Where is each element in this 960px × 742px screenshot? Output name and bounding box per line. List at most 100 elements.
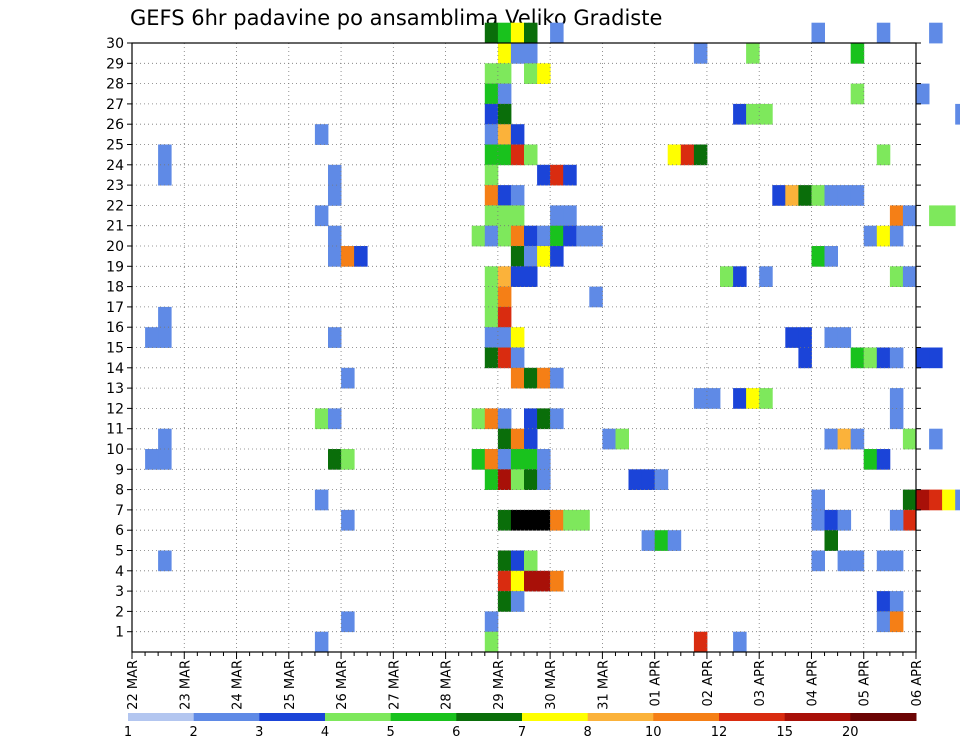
heatmap-cell: [497, 83, 512, 105]
heatmap-cell: [537, 408, 551, 430]
heatmap-cell: [850, 550, 865, 572]
heatmap-cell: [602, 428, 616, 450]
heatmap-cell: [510, 509, 525, 531]
heatmap-cell: [902, 205, 917, 227]
heatmap-cell: [667, 530, 682, 551]
heatmap-cell: [524, 428, 538, 450]
heatmap-cell: [759, 103, 773, 125]
heatmap-cell: [837, 550, 852, 572]
colorbar-segment: [587, 713, 654, 721]
heatmap-cell: [850, 428, 865, 450]
heatmap-cell: [497, 550, 512, 572]
heatmap-cell: [328, 185, 342, 206]
x-tick-label: 27 MAR: [387, 660, 402, 710]
heatmap-cell: [916, 489, 930, 511]
heatmap-cell: [902, 489, 917, 511]
colorbar-label: 20: [842, 725, 859, 740]
colorbar-segment: [522, 713, 589, 721]
heatmap-cell: [654, 469, 669, 490]
heatmap-cell: [850, 347, 865, 369]
colorbar-label: 4: [321, 725, 329, 740]
heatmap-cell: [471, 449, 486, 470]
heatmap-cell: [484, 327, 499, 348]
heatmap-cell: [341, 246, 355, 267]
heatmap-cell: [889, 408, 904, 430]
heatmap-cell: [497, 286, 512, 308]
x-tick-label: 02 APR: [701, 660, 716, 706]
heatmap-cell: [537, 449, 551, 470]
heatmap-cell: [484, 22, 499, 44]
heatmap-cell: [497, 205, 512, 227]
heatmap-cell: [510, 327, 525, 348]
heatmap-cell: [537, 164, 551, 186]
colorbar-segment: [719, 713, 786, 721]
heatmap-cell: [510, 347, 525, 369]
heatmap-cell: [563, 225, 577, 247]
heatmap-cell: [314, 408, 329, 430]
heatmap-cell: [550, 408, 564, 430]
heatmap-cell: [889, 266, 904, 287]
heatmap-cell: [693, 388, 708, 409]
heatmap-cell: [510, 550, 525, 572]
heatmap-cell: [955, 489, 960, 511]
heatmap-cell: [876, 225, 891, 247]
colorbar-segment: [653, 713, 720, 721]
heatmap-cell: [145, 449, 159, 470]
colorbar-label: 3: [255, 725, 263, 740]
heatmap-cell: [497, 428, 512, 450]
heatmap-cell: [929, 347, 943, 369]
y-tick-label: 29: [106, 56, 124, 72]
heatmap-cell: [537, 570, 551, 592]
heatmap-cell: [341, 367, 355, 389]
heatmap-cell: [484, 469, 499, 490]
heatmap-cell: [824, 428, 838, 450]
heatmap-cell: [484, 408, 499, 430]
heatmap-cell: [328, 225, 342, 247]
heatmap-cell: [354, 246, 368, 267]
x-tick-label: 30 MAR: [544, 660, 559, 710]
y-tick-label: 23: [106, 178, 124, 194]
heatmap-cell: [537, 63, 551, 84]
x-tick-label: 01 APR: [649, 660, 664, 706]
heatmap-cell: [484, 631, 499, 653]
heatmap-cell: [563, 205, 577, 227]
heatmap-cell: [158, 306, 172, 328]
y-tick-label: 19: [106, 259, 124, 275]
heatmap-cell: [889, 591, 904, 612]
heatmap-cell: [510, 449, 525, 470]
y-tick-label: 16: [106, 320, 124, 336]
heatmap-cell: [576, 509, 590, 531]
y-tick-label: 28: [106, 77, 124, 93]
chart-title: GEFS 6hr padavine po ansamblima Veliko G…: [130, 6, 663, 30]
heatmap-cell: [720, 266, 734, 287]
colorbar-label: 2: [190, 725, 198, 740]
x-tick-label: 26 MAR: [335, 660, 350, 710]
heatmap-cell: [497, 327, 512, 348]
heatmap-cell: [693, 144, 708, 166]
heatmap-cell: [876, 347, 891, 369]
heatmap-cell: [497, 591, 512, 612]
heatmap-cell: [497, 103, 512, 125]
heatmap-cell: [837, 185, 852, 206]
heatmap-cell: [328, 408, 342, 430]
heatmap-cell: [497, 306, 512, 328]
y-tick-label: 30: [106, 36, 124, 52]
heatmap-cell: [785, 327, 799, 348]
heatmap-cell: [524, 550, 538, 572]
heatmap-cell: [876, 550, 891, 572]
heatmap-cell: [537, 246, 551, 267]
colorbar-label: 15: [776, 725, 793, 740]
colorbar-label: 10: [645, 725, 662, 740]
heatmap-cell: [524, 266, 538, 287]
heatmap-cell: [850, 83, 865, 105]
heatmap-cell: [510, 246, 525, 267]
heatmap-cell: [863, 449, 878, 470]
heatmap-cell: [693, 43, 708, 64]
heatmap-cell: [484, 164, 499, 186]
heatmap-cell: [550, 164, 564, 186]
heatmap-cell: [641, 469, 656, 490]
heatmap-cell: [524, 367, 538, 389]
heatmap-cell: [510, 144, 525, 166]
heatmap-cell: [550, 570, 564, 592]
heatmap-cell: [550, 509, 564, 531]
